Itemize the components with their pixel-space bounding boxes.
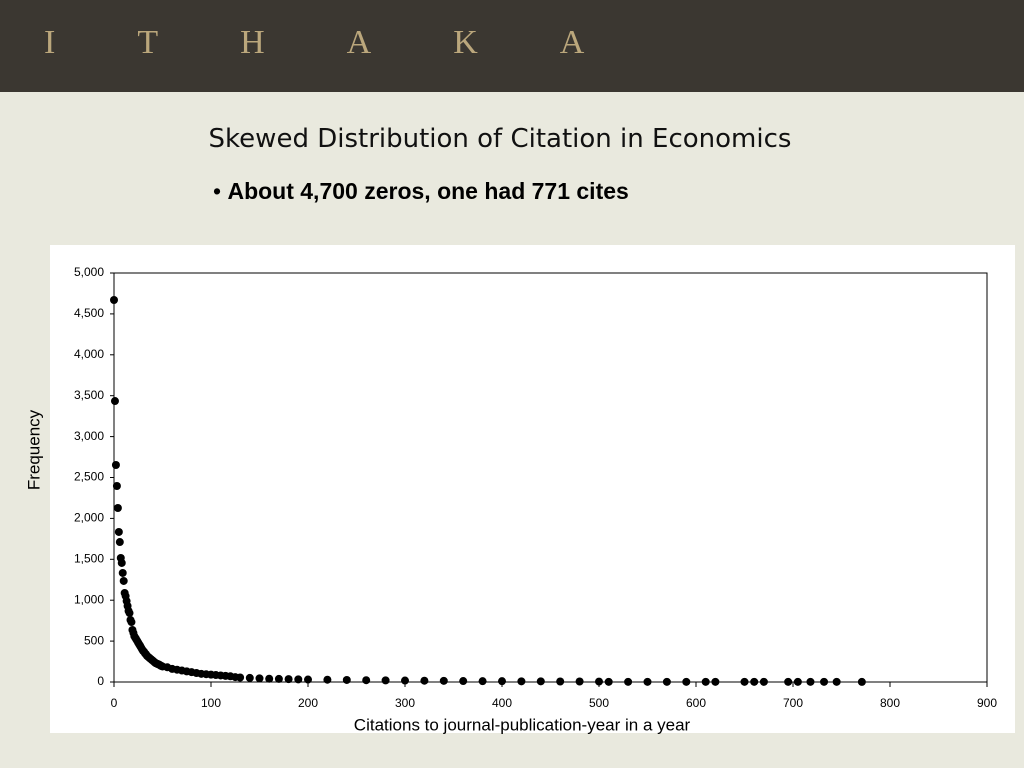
point xyxy=(255,674,264,683)
x-tick-label: 200 xyxy=(298,696,318,710)
point xyxy=(111,460,120,469)
y-tick-label: 4,000 xyxy=(74,347,104,361)
x-tick-label: 300 xyxy=(395,696,415,710)
y-tick-label: 2,000 xyxy=(74,511,104,525)
bullet: • About 4,700 zeros, one had 771 cites xyxy=(213,178,629,204)
slide-title: Skewed Distribution of Citation in Econo… xyxy=(208,124,792,154)
point xyxy=(112,482,121,491)
chart-panel xyxy=(50,245,1015,733)
point xyxy=(806,677,815,686)
point xyxy=(701,677,710,686)
y-tick-label: 4,500 xyxy=(74,306,104,320)
x-tick-label: 800 xyxy=(880,696,900,710)
point xyxy=(420,676,429,685)
point xyxy=(274,674,283,683)
x-axis-label: Citations to journal-publication-year in… xyxy=(354,715,691,734)
point xyxy=(662,677,671,686)
point xyxy=(113,504,122,513)
point xyxy=(711,677,720,686)
point xyxy=(236,673,245,682)
point xyxy=(624,677,633,686)
y-tick-label: 500 xyxy=(84,633,104,647)
point xyxy=(381,676,390,685)
point xyxy=(119,576,128,585)
brand: ITHAKA xyxy=(44,24,667,61)
point xyxy=(793,677,802,686)
x-tick-label: 500 xyxy=(589,696,609,710)
x-tick-label: 900 xyxy=(977,696,997,710)
point xyxy=(556,677,565,686)
point xyxy=(294,675,303,684)
header: ITHAKA xyxy=(0,0,1024,92)
point xyxy=(117,558,126,567)
point xyxy=(245,673,254,682)
point xyxy=(127,618,136,627)
point xyxy=(459,677,468,686)
point xyxy=(342,675,351,684)
point xyxy=(759,677,768,686)
y-tick-label: 0 xyxy=(97,674,104,688)
point xyxy=(595,677,603,686)
y-tick-label: 1,000 xyxy=(74,592,104,606)
y-tick-label: 1,500 xyxy=(74,551,104,565)
y-tick-label: 5,000 xyxy=(74,265,104,279)
point xyxy=(323,675,332,684)
point xyxy=(265,674,274,683)
point xyxy=(304,675,312,684)
point xyxy=(114,527,123,536)
point xyxy=(682,677,691,686)
point xyxy=(110,295,118,304)
point xyxy=(362,676,371,685)
point xyxy=(832,677,841,686)
point xyxy=(604,677,613,686)
point xyxy=(110,397,119,406)
point xyxy=(857,677,866,686)
point xyxy=(643,677,652,686)
point xyxy=(478,677,487,686)
y-axis-label: Frequency xyxy=(24,409,43,490)
y-tick-label: 3,000 xyxy=(74,429,104,443)
point xyxy=(820,677,829,686)
point xyxy=(115,538,124,547)
point xyxy=(784,677,793,686)
x-tick-label: 600 xyxy=(686,696,706,710)
bullet-text: About 4,700 zeros, one had 771 cites xyxy=(227,178,629,204)
y-tick-label: 3,500 xyxy=(74,388,104,402)
point xyxy=(118,568,127,577)
point xyxy=(750,677,759,686)
x-tick-label: 0 xyxy=(111,696,118,710)
point xyxy=(575,677,584,686)
x-tick-label: 400 xyxy=(492,696,512,710)
x-tick-label: 700 xyxy=(783,696,803,710)
point xyxy=(401,676,409,685)
x-tick-label: 100 xyxy=(201,696,221,710)
point xyxy=(125,609,134,618)
point xyxy=(536,677,545,686)
point xyxy=(284,675,293,684)
point xyxy=(517,677,526,686)
y-tick-label: 2,500 xyxy=(74,470,104,484)
point xyxy=(740,677,749,686)
point xyxy=(498,677,506,686)
point xyxy=(439,676,448,685)
